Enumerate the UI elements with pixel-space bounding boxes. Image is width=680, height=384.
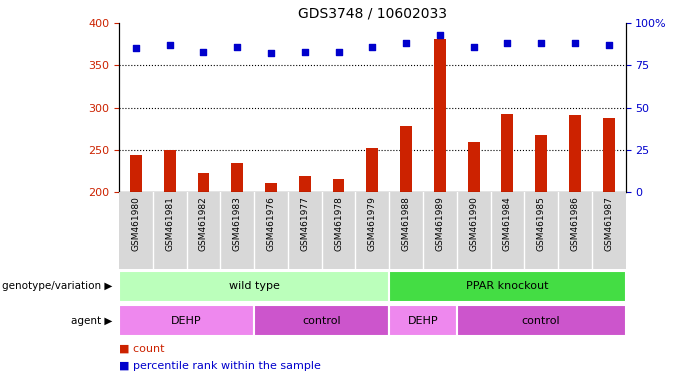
Bar	[501, 114, 513, 192]
Point	[468, 44, 479, 50]
Text: genotype/variation ▶: genotype/variation ▶	[2, 281, 112, 291]
Text: control: control	[303, 316, 341, 326]
Text: GSM461980: GSM461980	[131, 196, 140, 251]
Bar	[602, 118, 615, 192]
Text: wild type: wild type	[228, 281, 279, 291]
Bar	[254, 305, 389, 336]
Text: DEHP: DEHP	[407, 316, 439, 326]
Bar	[367, 148, 378, 192]
Bar	[197, 174, 209, 192]
Bar	[254, 192, 288, 269]
Bar	[434, 39, 446, 192]
Bar	[592, 192, 626, 269]
Text: PPAR knockout: PPAR knockout	[466, 281, 549, 291]
Bar	[389, 305, 457, 336]
Text: GSM461979: GSM461979	[368, 196, 377, 251]
Point	[603, 42, 614, 48]
Point	[198, 49, 209, 55]
Point	[164, 42, 175, 48]
Bar	[119, 271, 389, 302]
Bar	[535, 134, 547, 192]
Point	[265, 50, 276, 56]
Bar	[569, 115, 581, 192]
Text: GSM461976: GSM461976	[267, 196, 275, 251]
Point	[232, 44, 243, 50]
Point	[502, 40, 513, 46]
Point	[536, 40, 547, 46]
Text: GSM461982: GSM461982	[199, 196, 208, 251]
Bar	[299, 176, 311, 192]
Point	[435, 32, 445, 38]
Point	[401, 40, 411, 46]
Point	[569, 40, 580, 46]
Bar	[119, 192, 153, 269]
Bar	[490, 192, 524, 269]
Bar	[333, 179, 345, 192]
Bar	[153, 192, 186, 269]
Bar	[457, 192, 490, 269]
Bar	[186, 192, 220, 269]
Text: GSM461978: GSM461978	[334, 196, 343, 251]
Text: ■ count: ■ count	[119, 343, 165, 353]
Point	[131, 45, 141, 51]
Bar	[389, 271, 626, 302]
Bar	[164, 150, 175, 192]
Bar	[389, 192, 423, 269]
Text: GSM461977: GSM461977	[301, 196, 309, 251]
Bar	[400, 126, 412, 192]
Text: GSM461987: GSM461987	[605, 196, 613, 251]
Text: GSM461985: GSM461985	[537, 196, 545, 251]
Bar	[524, 192, 558, 269]
Text: GSM461984: GSM461984	[503, 196, 512, 251]
Text: control: control	[522, 316, 560, 326]
Text: ■ percentile rank within the sample: ■ percentile rank within the sample	[119, 361, 321, 371]
Text: GSM461990: GSM461990	[469, 196, 478, 251]
Point	[367, 44, 377, 50]
Bar	[322, 192, 356, 269]
Text: DEHP: DEHP	[171, 316, 202, 326]
Bar	[220, 192, 254, 269]
Bar	[119, 305, 254, 336]
Bar	[231, 163, 243, 192]
Bar	[130, 155, 142, 192]
Text: GSM461989: GSM461989	[435, 196, 444, 251]
Bar	[468, 142, 479, 192]
Bar	[423, 192, 457, 269]
Bar	[457, 305, 626, 336]
Text: GSM461988: GSM461988	[402, 196, 411, 251]
Text: GSM461981: GSM461981	[165, 196, 174, 251]
Bar	[356, 192, 389, 269]
Point	[299, 49, 310, 55]
Bar	[288, 192, 322, 269]
Title: GDS3748 / 10602033: GDS3748 / 10602033	[298, 7, 447, 20]
Bar	[265, 183, 277, 192]
Point	[333, 49, 344, 55]
Text: agent ▶: agent ▶	[71, 316, 112, 326]
Text: GSM461986: GSM461986	[571, 196, 579, 251]
Bar	[558, 192, 592, 269]
Text: GSM461983: GSM461983	[233, 196, 241, 251]
